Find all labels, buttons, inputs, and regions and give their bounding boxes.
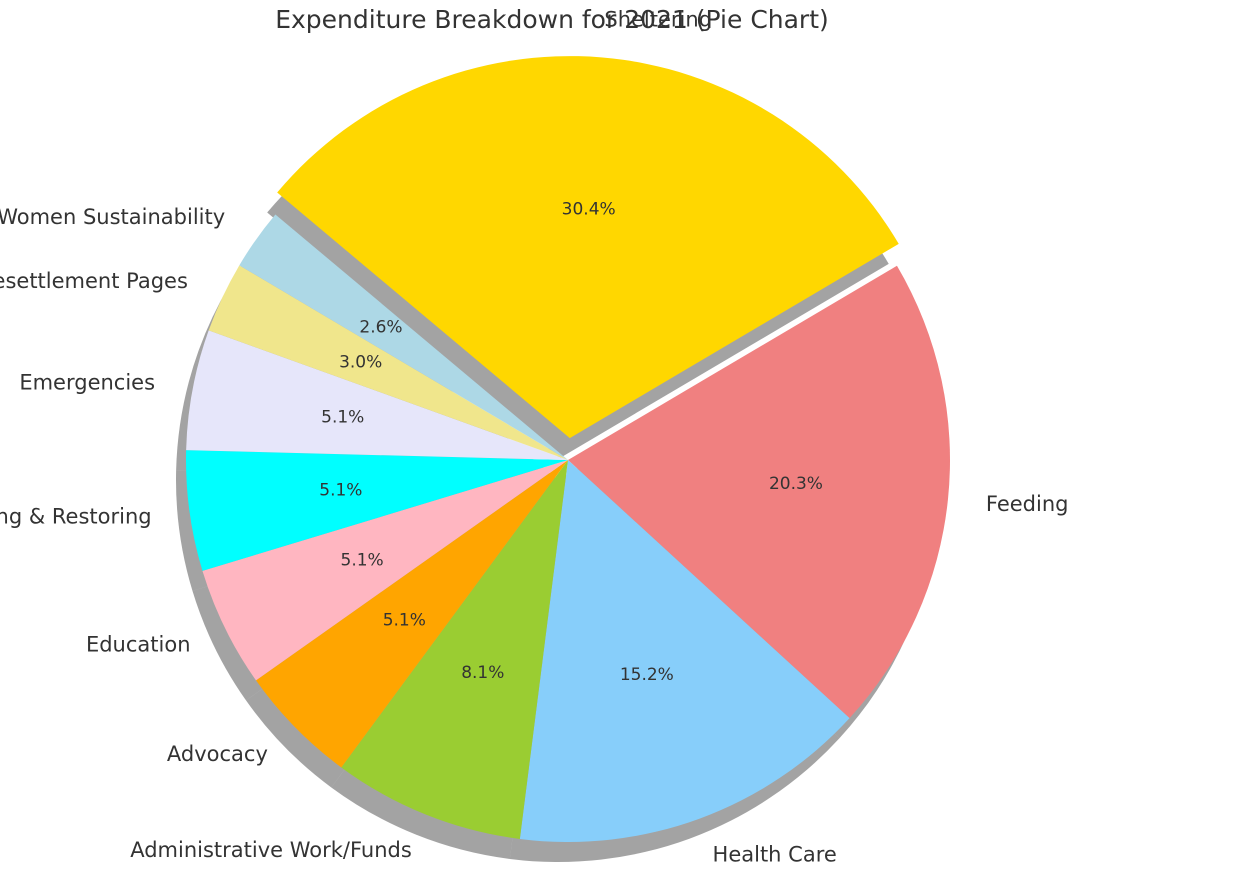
pie-slice-emergencies [186,330,568,460]
category-label-emergencies: Emergencies [19,370,155,394]
category-label-building-restoring: Building & Restoring [0,504,152,528]
percent-label-sheltering: 30.4% [562,200,616,220]
category-label-feeding: Feeding [986,492,1069,516]
slice-layer [185,56,950,842]
pie-slice-education [202,460,568,681]
chart-title: Expenditure Breakdown for 2021 (Pie Char… [275,5,829,34]
pie-slice-administrative-work-funds [341,460,568,839]
pie-slice-feeding [568,265,950,719]
pie-slice-health-care [519,460,850,842]
percent-label-emergencies: 5.1% [321,408,364,428]
category-label-women-sustainability: Women Sustainability [0,205,225,229]
percent-label-feeding: 20.3% [769,474,823,494]
category-label-health-care: Health Care [713,843,837,867]
pie-slice-women-sustainability [239,214,568,460]
percent-label-health-care: 15.2% [620,665,674,685]
percent-label-administrative-work-funds: 8.1% [461,663,504,683]
category-label-layer: Sheltering Feeding Health Care Administrati… [0,7,1068,866]
pie-slice-advocacy [256,460,568,768]
percent-label-building-restoring: 5.1% [319,481,362,501]
pie-slice-building-restoring [185,450,568,571]
percent-label-education: 5.1% [341,551,384,571]
percent-label-resettlement-pages: 3.0% [339,352,382,372]
category-label-education: Education [86,633,191,657]
percent-label-layer: 30.4% 20.3% 15.2% 8.1% 5.1% 5.1% 5.1% 5.1% 3.0% 2… [319,200,823,686]
percent-label-advocacy: 5.1% [383,610,426,630]
pie-slice-resettlement-pages [208,265,569,460]
category-label-advocacy: Advocacy [167,742,268,766]
category-label-administrative-work-funds: Administrative Work/Funds [130,838,412,862]
percent-label-women-sustainability: 2.6% [359,317,402,337]
category-label-sheltering: Sheltering [604,7,712,31]
pie-slice-sheltering [277,56,899,439]
category-label-resettlement-pages: Resettlement Pages [0,269,188,293]
